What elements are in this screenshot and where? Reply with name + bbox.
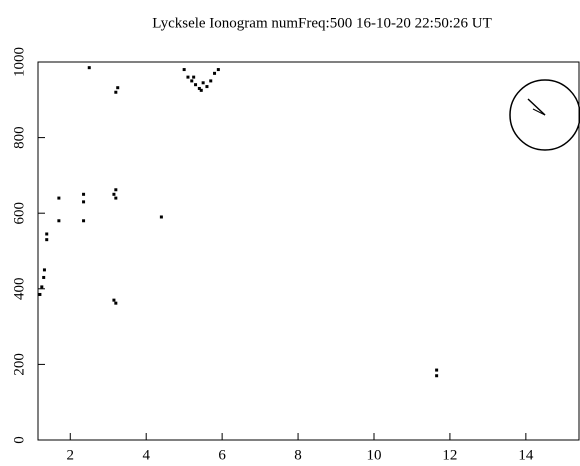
y-tick-label: 0: [11, 436, 27, 444]
echo-point: [114, 90, 118, 94]
echo-point: [82, 200, 86, 204]
y-tick-label: 1000: [11, 47, 27, 77]
echo-point: [112, 298, 116, 302]
x-tick-label: 6: [218, 447, 226, 463]
x-tick-label: 14: [518, 447, 534, 463]
echo-point: [87, 66, 91, 70]
echo-point: [114, 301, 118, 305]
echo-point: [194, 83, 198, 87]
echo-point: [38, 292, 42, 296]
echo-point: [197, 86, 201, 90]
echo-point: [213, 71, 217, 75]
echo-point: [42, 275, 46, 279]
y-tick-label: 800: [11, 126, 27, 149]
echo-point: [182, 68, 186, 72]
echo-point: [82, 219, 86, 223]
y-tick-label: 400: [11, 278, 27, 301]
echo-point: [209, 79, 213, 83]
echo-point: [435, 374, 439, 378]
echo-point: [45, 232, 49, 236]
y-tick-label: 600: [11, 202, 27, 225]
echo-point: [57, 196, 61, 200]
echo-point: [159, 215, 163, 219]
clock: [509, 79, 580, 151]
echo-point: [82, 192, 86, 196]
x-tick-label: 10: [366, 447, 381, 463]
chart-title: Lycksele Ionogram numFreq:500 16-10-20 2…: [152, 15, 492, 31]
echo-point: [216, 68, 220, 72]
echo-point: [114, 188, 118, 192]
echo-point: [57, 219, 61, 223]
echo-point: [40, 285, 44, 289]
x-tick-label: 8: [294, 447, 302, 463]
x-tick-label: 4: [142, 447, 150, 463]
echo-point: [116, 86, 120, 90]
echo-point: [190, 79, 194, 83]
echo-point: [112, 192, 116, 196]
echo-point: [186, 75, 190, 79]
x-tick-label: 2: [67, 447, 75, 463]
echo-point: [201, 81, 205, 85]
echo-point: [45, 238, 49, 242]
y-tick-label: 200: [11, 353, 27, 376]
echo-point: [205, 85, 209, 89]
echo-point: [42, 268, 46, 272]
echo-point: [192, 75, 196, 79]
echo-point: [114, 196, 118, 200]
plot-frame: [37, 61, 580, 441]
echo-point: [199, 88, 203, 92]
x-tick-label: 12: [442, 447, 457, 463]
echo-point: [435, 368, 439, 372]
